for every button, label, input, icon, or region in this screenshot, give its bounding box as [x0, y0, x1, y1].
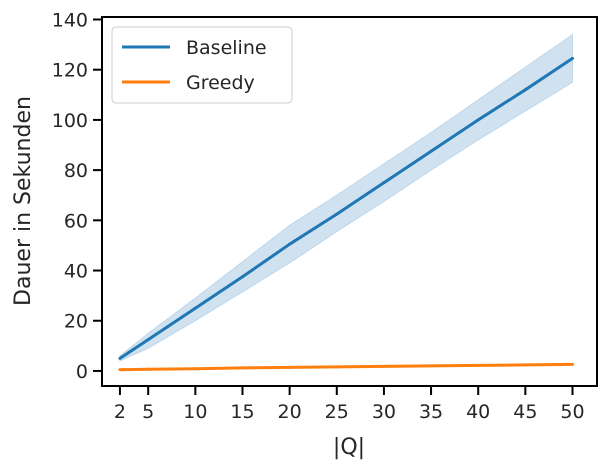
baseline-point	[335, 212, 339, 216]
legend-label-baseline: Baseline	[186, 37, 267, 59]
y-tick-label: 60	[64, 210, 88, 232]
plot-frame	[101, 16, 598, 387]
y-tick-label: 40	[64, 261, 88, 283]
baseline-confidence-band	[119, 33, 573, 362]
x-tick-label: 5	[142, 401, 154, 423]
greedy-point	[146, 367, 150, 371]
baseline-point	[146, 338, 150, 342]
baseline-point	[193, 306, 197, 310]
baseline-point	[429, 149, 433, 153]
axes: 2 5 10 15 20 25 30 35 40 45 50 0 20 40 60 80 100 120 140	[52, 10, 598, 423]
baseline-point	[570, 56, 574, 60]
greedy-point	[429, 364, 433, 368]
greedy-point	[382, 364, 386, 368]
greedy-point	[476, 363, 480, 367]
baseline-point	[240, 275, 244, 279]
greedy-line	[119, 362, 573, 372]
x-tick-label: 2	[114, 401, 126, 423]
x-tick-label: 50	[560, 401, 584, 423]
greedy-point	[523, 363, 527, 367]
x-tick-label: 35	[419, 401, 443, 423]
greedy-point	[288, 365, 292, 369]
y-tick-label: 20	[64, 311, 88, 333]
greedy-point	[240, 366, 244, 370]
x-axis-label: |Q|	[333, 435, 365, 460]
greedy-point	[118, 368, 122, 372]
legend: Baseline Greedy	[111, 26, 293, 104]
y-tick-label: 100	[52, 110, 88, 132]
x-tick-label: 45	[513, 401, 537, 423]
x-tick-label: 15	[230, 401, 254, 423]
greedy-point	[570, 362, 574, 366]
series-lines	[118, 56, 574, 372]
y-tick-label: 80	[64, 160, 88, 182]
y-tick-label: 0	[76, 361, 88, 383]
y-axis-label: Dauer in Sekunden	[11, 96, 36, 306]
baseline-point	[382, 181, 386, 185]
greedy-point	[335, 365, 339, 369]
x-tick-label: 10	[183, 401, 207, 423]
baseline-point	[288, 242, 292, 246]
x-tick-label: 20	[278, 401, 302, 423]
y-tick-label: 120	[52, 60, 88, 82]
x-tick-label: 40	[466, 401, 490, 423]
legend-label-greedy: Greedy	[186, 72, 255, 94]
baseline-point	[523, 88, 527, 92]
baseline-point	[118, 356, 122, 360]
greedy-point	[193, 367, 197, 371]
baseline-point	[476, 118, 480, 122]
x-tick-label: 25	[325, 401, 349, 423]
x-tick-label: 30	[372, 401, 396, 423]
y-tick-label: 140	[52, 10, 88, 32]
